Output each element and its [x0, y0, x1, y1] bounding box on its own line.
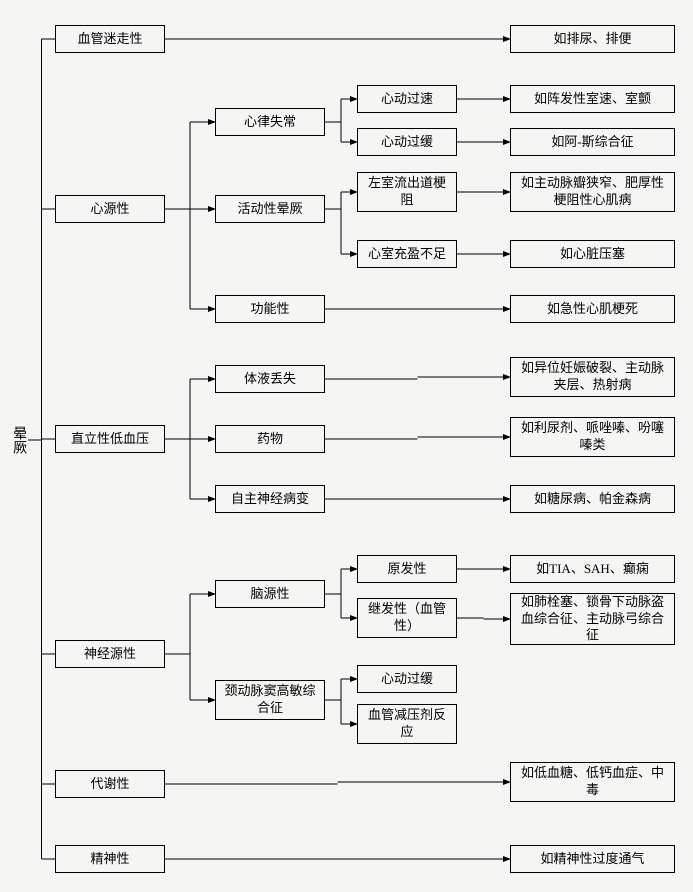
node-c212: 心动过缓 — [357, 128, 457, 156]
node-a5: 代谢性 — [55, 770, 165, 798]
node-b21: 心律失常 — [215, 108, 325, 136]
node-label: 自主神经病变 — [231, 491, 309, 508]
node-d32: 如利尿剂、哌唑嗪、吩噻嗪类 — [510, 417, 675, 457]
node-a6: 精神性 — [55, 845, 165, 873]
node-a1: 血管迷走性 — [55, 25, 165, 53]
node-label: 原发性 — [387, 561, 426, 578]
node-label: 颈动脉窦高敏综合征 — [220, 683, 320, 717]
node-d1: 如排尿、排便 — [510, 25, 675, 53]
node-root: 晕厥 — [8, 420, 28, 460]
node-a2: 心源性 — [55, 195, 165, 223]
node-c221: 左室流出道梗阻 — [357, 172, 457, 212]
node-label: 代谢性 — [90, 776, 129, 793]
node-d212: 如阿-斯综合征 — [510, 128, 675, 156]
node-label: 如心脏压塞 — [560, 246, 625, 263]
node-label: 神经源性 — [84, 646, 136, 663]
node-label: 如排尿、排便 — [553, 31, 631, 48]
node-b22: 活动性晕厥 — [215, 195, 325, 223]
node-label: 如利尿剂、哌唑嗪、吩噻嗪类 — [515, 420, 670, 454]
node-b32: 药物 — [215, 425, 325, 453]
node-label: 精神性 — [90, 851, 129, 868]
node-label: 如主动脉瓣狭窄、肥厚性梗阻性心肌病 — [515, 175, 670, 209]
node-d412: 如肺栓塞、锁骨下动脉盗血综合征、主动脉弓综合征 — [510, 593, 675, 645]
node-d23: 如急性心肌梗死 — [510, 295, 675, 323]
node-d211: 如阵发性室速、室颤 — [510, 85, 675, 113]
node-label: 血管减压剂反应 — [362, 707, 452, 741]
node-label: 如肺栓塞、锁骨下动脉盗血综合征、主动脉弓综合征 — [515, 594, 670, 645]
node-label: 晕厥 — [9, 426, 27, 454]
node-c421: 心动过缓 — [357, 665, 457, 693]
node-c411: 原发性 — [357, 555, 457, 583]
node-label: 心动过缓 — [381, 134, 433, 151]
node-b23: 功能性 — [215, 295, 325, 323]
node-label: 血管迷走性 — [77, 31, 142, 48]
node-b41: 脑源性 — [215, 580, 325, 608]
node-label: 脑源性 — [250, 586, 289, 603]
node-label: 如糖尿病、帕金森病 — [534, 491, 651, 508]
node-label: 如阿-斯综合征 — [551, 134, 633, 151]
node-label: 如TIA、SAH、癫痫 — [536, 561, 649, 578]
node-label: 药物 — [257, 431, 283, 448]
node-label: 心动过缓 — [381, 671, 433, 688]
node-label: 如低血糖、低钙血症、中毒 — [515, 765, 670, 799]
node-d222: 如心脏压塞 — [510, 240, 675, 268]
node-b31: 体液丢失 — [215, 365, 325, 393]
node-c412: 继发性（血管性） — [357, 598, 457, 638]
node-d33: 如糖尿病、帕金森病 — [510, 485, 675, 513]
node-label: 体液丢失 — [244, 371, 296, 388]
node-d411: 如TIA、SAH、癫痫 — [510, 555, 675, 583]
node-label: 左室流出道梗阻 — [362, 175, 452, 209]
node-d221: 如主动脉瓣狭窄、肥厚性梗阻性心肌病 — [510, 172, 675, 212]
node-label: 心源性 — [90, 201, 129, 218]
node-c422: 血管减压剂反应 — [357, 704, 457, 744]
node-label: 如急性心肌梗死 — [547, 301, 638, 318]
node-d6: 如精神性过度通气 — [510, 845, 675, 873]
node-label: 心室充盈不足 — [368, 246, 446, 263]
node-label: 继发性（血管性） — [362, 601, 452, 635]
node-d5: 如低血糖、低钙血症、中毒 — [510, 762, 675, 802]
node-label: 如精神性过度通气 — [540, 851, 644, 868]
node-a4: 神经源性 — [55, 640, 165, 668]
node-d31: 如异位妊娠破裂、主动脉夹层、热射病 — [510, 357, 675, 397]
node-label: 如异位妊娠破裂、主动脉夹层、热射病 — [515, 360, 670, 394]
node-label: 心动过速 — [381, 91, 433, 108]
node-label: 活动性晕厥 — [237, 201, 302, 218]
node-label: 心律失常 — [244, 114, 296, 131]
node-c222: 心室充盈不足 — [357, 240, 457, 268]
node-b33: 自主神经病变 — [215, 485, 325, 513]
node-label: 直立性低血压 — [71, 431, 149, 448]
node-a3: 直立性低血压 — [55, 425, 165, 453]
node-label: 功能性 — [250, 301, 289, 318]
node-b42: 颈动脉窦高敏综合征 — [215, 680, 325, 720]
node-label: 如阵发性室速、室颤 — [534, 91, 651, 108]
node-c211: 心动过速 — [357, 85, 457, 113]
